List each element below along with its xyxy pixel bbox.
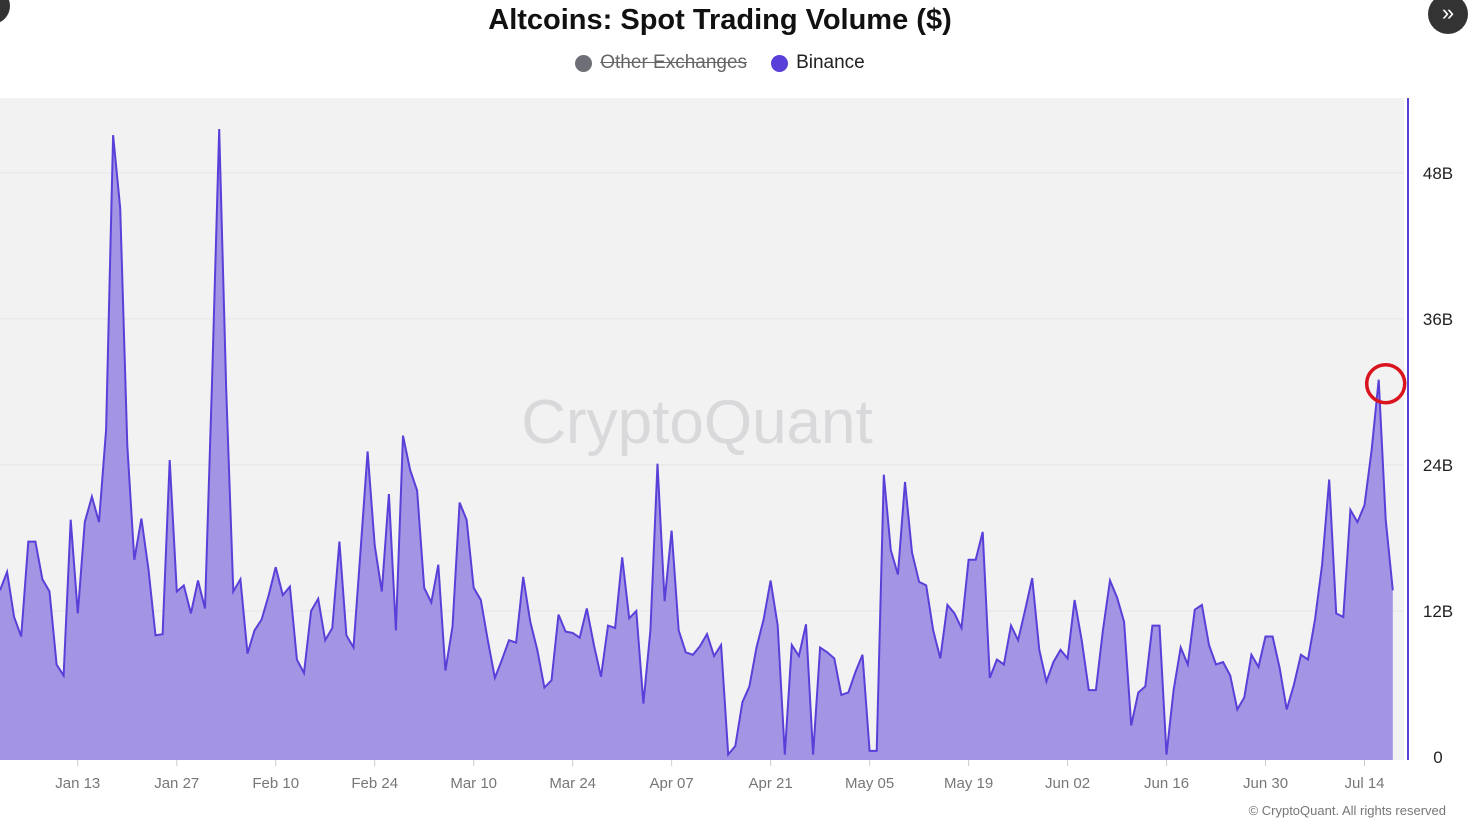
y-tick-label: 48B xyxy=(1423,164,1453,183)
highlight-circle xyxy=(1364,362,1407,405)
x-tick-label: Mar 24 xyxy=(549,775,596,792)
binance-line xyxy=(0,128,1394,758)
x-tick-label: Jun 30 xyxy=(1243,775,1288,792)
binance-area xyxy=(0,129,1393,760)
legend-label: Other Exchanges xyxy=(600,52,748,73)
legend-item-other-exchanges[interactable]: Other Exchanges xyxy=(575,52,747,74)
double-chevron-right-icon: » xyxy=(1441,0,1455,25)
x-tick-label: Jul 14 xyxy=(1344,775,1384,792)
legend-label: Binance xyxy=(796,52,865,73)
legend-dot-icon xyxy=(771,54,789,72)
x-tick-label: Feb 10 xyxy=(252,775,299,792)
expand-button[interactable]: » xyxy=(1428,0,1468,34)
chart-title: Altcoins: Spot Trading Volume ($) xyxy=(488,4,952,36)
previous-button[interactable] xyxy=(0,0,10,24)
y-tick-label: 24B xyxy=(1423,456,1453,475)
x-tick-label: Apr 21 xyxy=(749,775,793,792)
x-tick-label: Jun 02 xyxy=(1045,775,1090,792)
y-tick-label: 36B xyxy=(1423,310,1453,329)
y-tick-label: 0 xyxy=(1433,748,1442,767)
x-tick-label: May 05 xyxy=(845,775,894,792)
copyright: © CryptoQuant. All rights reserved xyxy=(1248,803,1446,818)
x-tick-label: Jan 27 xyxy=(154,775,199,792)
x-tick-label: Jan 13 xyxy=(55,775,100,792)
x-tick-label: Jun 16 xyxy=(1144,775,1189,792)
y-tick-label: 12B xyxy=(1423,602,1453,621)
x-tick-label: Apr 07 xyxy=(650,775,694,792)
legend: Other Exchanges Binance xyxy=(0,52,1440,74)
x-tick-label: Feb 24 xyxy=(351,775,398,792)
watermark: CryptoQuant xyxy=(521,388,873,457)
legend-dot-icon xyxy=(575,54,593,72)
x-tick-label: May 19 xyxy=(944,775,993,792)
legend-item-binance[interactable]: Binance xyxy=(771,52,865,74)
x-tick-label: Mar 10 xyxy=(450,775,497,792)
